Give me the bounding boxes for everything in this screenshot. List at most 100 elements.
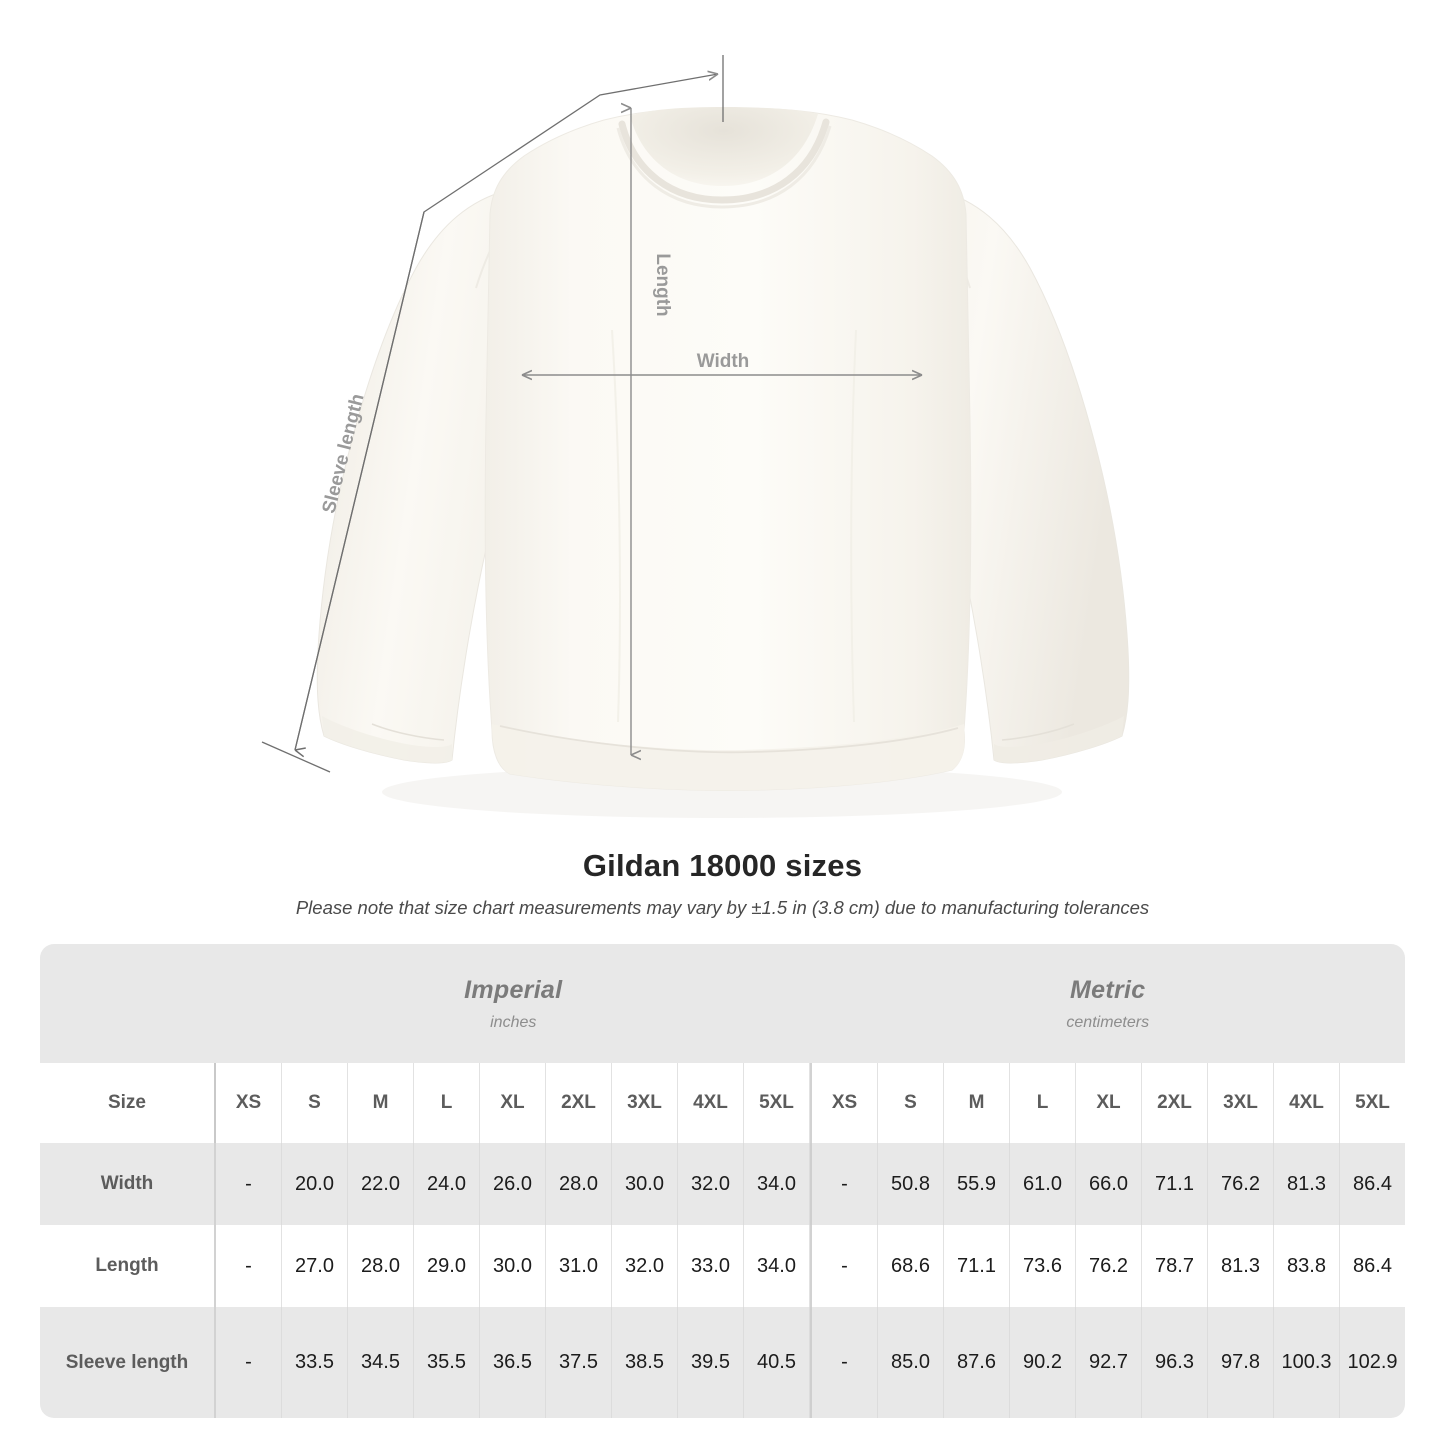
header-size-metric-2xl: 2XL <box>1142 1063 1208 1143</box>
cell-sleeve-metric-3xl: 97.8 <box>1208 1307 1274 1418</box>
header-size-imperial-l: L <box>414 1063 480 1143</box>
cell-length-imperial-xl: 30.0 <box>480 1225 546 1307</box>
header-size-metric-4xl: 4XL <box>1274 1063 1340 1143</box>
cell-length-metric-s: 68.6 <box>878 1225 944 1307</box>
header-size-metric-xl: XL <box>1076 1063 1142 1143</box>
cell-width-metric-xl: 66.0 <box>1076 1143 1142 1225</box>
unit-block-imperial: Imperial inches <box>216 944 811 1063</box>
row-label-sleeve-length: Sleeve length <box>40 1307 216 1418</box>
cell-length-imperial-5xl: 34.0 <box>744 1225 810 1307</box>
table-row-sleeve-length: Sleeve length - 33.5 34.5 35.5 36.5 37.5… <box>40 1307 1405 1418</box>
cell-length-metric-4xl: 83.8 <box>1274 1225 1340 1307</box>
unit-header-band: Imperial inches Metric centimeters <box>40 944 1405 1063</box>
cell-width-metric-m: 55.9 <box>944 1143 1010 1225</box>
sweatshirt-diagram: Sleeve length Length Width <box>261 55 1130 818</box>
body-fold-right <box>850 329 857 723</box>
cell-width-metric-4xl: 81.3 <box>1274 1143 1340 1225</box>
header-size-metric-3xl: 3XL <box>1208 1063 1274 1143</box>
header-size-imperial-s: S <box>282 1063 348 1143</box>
table-row-length: Length - 27.0 28.0 29.0 30.0 31.0 32.0 3… <box>40 1225 1405 1307</box>
cell-width-metric-2xl: 71.1 <box>1142 1143 1208 1225</box>
cell-length-metric-m: 71.1 <box>944 1225 1010 1307</box>
neck-opening <box>630 107 818 186</box>
garment-illustration: Sleeve length Length Width <box>261 55 1130 818</box>
cell-width-metric-l: 61.0 <box>1010 1143 1076 1225</box>
header-size-metric-m: M <box>944 1063 1010 1143</box>
cell-length-metric-2xl: 78.7 <box>1142 1225 1208 1307</box>
table-row-width: Width - 20.0 22.0 24.0 26.0 28.0 30.0 32… <box>40 1143 1405 1225</box>
cell-sleeve-imperial-4xl: 39.5 <box>678 1307 744 1418</box>
cell-sleeve-metric-4xl: 100.3 <box>1274 1307 1340 1418</box>
cell-sleeve-metric-s: 85.0 <box>878 1307 944 1418</box>
cell-sleeve-imperial-s: 33.5 <box>282 1307 348 1418</box>
cell-length-imperial-m: 28.0 <box>348 1225 414 1307</box>
cell-sleeve-imperial-3xl: 38.5 <box>612 1307 678 1418</box>
cell-sleeve-imperial-5xl: 40.5 <box>744 1307 810 1418</box>
cell-sleeve-imperial-xl: 36.5 <box>480 1307 546 1418</box>
cell-width-imperial-xs: - <box>216 1143 282 1225</box>
cell-length-metric-5xl: 86.4 <box>1353 1254 1392 1277</box>
cell-sleeve-imperial-m: 34.5 <box>348 1307 414 1418</box>
header-size-metric-l: L <box>1010 1063 1076 1143</box>
cell-length-metric-xl: 76.2 <box>1076 1225 1142 1307</box>
table-header-row: Size XS S M L XL 2XL 3XL 4XL 5XL XS S M … <box>40 1063 1405 1143</box>
cell-width-imperial-3xl: 30.0 <box>612 1143 678 1225</box>
bottom-hem-seam <box>499 725 959 754</box>
row-label-width: Width <box>40 1143 216 1225</box>
cell-width-imperial-5xl: 34.0 <box>744 1143 810 1225</box>
cell-sleeve-metric-xl: 92.7 <box>1076 1307 1142 1418</box>
cell-width-metric-s: 50.8 <box>878 1143 944 1225</box>
header-size-label: Size <box>40 1063 216 1143</box>
cell-length-imperial-3xl: 32.0 <box>612 1225 678 1307</box>
cell-width-imperial-4xl: 32.0 <box>678 1143 744 1225</box>
body-panel <box>484 107 972 791</box>
cell-length-metric-l: 73.6 <box>1010 1225 1076 1307</box>
cell-width-metric-5xl: 86.4 <box>1353 1172 1392 1195</box>
cell-width-imperial-m: 22.0 <box>348 1143 414 1225</box>
header-size-imperial-xl: XL <box>480 1063 546 1143</box>
header-size-imperial-2xl: 2XL <box>546 1063 612 1143</box>
cell-length-imperial-2xl: 31.0 <box>546 1225 612 1307</box>
cell-width-imperial-xl: 26.0 <box>480 1143 546 1225</box>
cell-sleeve-imperial-2xl: 37.5 <box>546 1307 612 1418</box>
cell-length-imperial-xs: - <box>216 1225 282 1307</box>
cell-sleeve-metric-m: 87.6 <box>944 1307 1010 1418</box>
cell-sleeve-imperial-xs: - <box>216 1307 282 1418</box>
cell-length-metric-3xl: 81.3 <box>1208 1225 1274 1307</box>
row-label-length: Length <box>40 1225 216 1307</box>
size-table: Imperial inches Metric centimeters Size … <box>40 944 1405 1418</box>
left-cuff <box>322 716 452 763</box>
unit-name-metric: Metric <box>1070 975 1146 1004</box>
cell-length-metric-xs: - <box>810 1225 878 1307</box>
header-size-metric-xs: XS <box>810 1063 878 1143</box>
header-size-metric-5xl: 5XL <box>1355 1092 1390 1113</box>
cell-width-metric-xs: - <box>810 1143 878 1225</box>
cell-length-imperial-4xl: 33.0 <box>678 1225 744 1307</box>
cell-sleeve-metric-l: 90.2 <box>1010 1307 1076 1418</box>
header-size-imperial-3xl: 3XL <box>612 1063 678 1143</box>
cell-sleeve-metric-5xl: 102.9 <box>1347 1351 1398 1373</box>
unit-block-metric: Metric centimeters <box>811 944 1406 1063</box>
cell-sleeve-metric-2xl: 96.3 <box>1142 1307 1208 1418</box>
cell-length-imperial-s: 27.0 <box>282 1225 348 1307</box>
page-title: Gildan 18000 sizes <box>582 848 863 883</box>
cell-width-metric-3xl: 76.2 <box>1208 1143 1274 1225</box>
header-size-imperial-xs: XS <box>216 1063 282 1143</box>
unit-name-imperial: Imperial <box>464 975 563 1004</box>
left-cuff-seam <box>371 723 445 741</box>
header-size-imperial-4xl: 4XL <box>678 1063 744 1143</box>
header-size-imperial-5xl: 5XL <box>744 1063 810 1143</box>
header-size-imperial-m: M <box>348 1063 414 1143</box>
cell-width-imperial-l: 24.0 <box>414 1143 480 1225</box>
cell-sleeve-imperial-l: 35.5 <box>414 1307 480 1418</box>
bottom-hem <box>492 724 965 791</box>
cell-length-imperial-l: 29.0 <box>414 1225 480 1307</box>
unit-sub-metric: centimeters <box>1066 1013 1150 1031</box>
unit-band-spacer <box>40 944 216 1063</box>
width-label: Width <box>697 351 750 372</box>
tolerance-note: Please note that size chart measurements… <box>295 897 1150 918</box>
right-cuff-seam <box>1001 723 1075 741</box>
right-cuff <box>994 716 1124 763</box>
length-label: Length <box>652 253 673 316</box>
